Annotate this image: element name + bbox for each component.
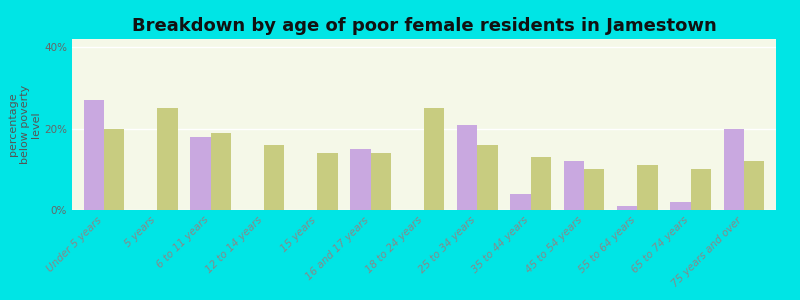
Bar [690,169,711,210]
Bar [158,108,178,210]
Bar [424,108,444,210]
Bar [350,149,370,210]
Title: Breakdown by age of poor female residents in Jamestown: Breakdown by age of poor female resident… [132,17,716,35]
Bar [584,169,604,210]
Bar [638,165,658,210]
Bar [264,145,284,210]
Bar [724,129,744,210]
Bar [104,129,124,210]
Bar [190,137,210,210]
Bar [670,202,690,210]
Bar [84,100,104,210]
Bar [744,161,764,210]
Bar [478,145,498,210]
Bar [210,133,231,210]
Bar [457,124,478,210]
Bar [510,194,530,210]
Y-axis label: percentage
below poverty
level: percentage below poverty level [8,85,42,164]
Bar [530,157,551,210]
Bar [617,206,638,210]
Bar [370,153,391,210]
Bar [318,153,338,210]
Bar [564,161,584,210]
